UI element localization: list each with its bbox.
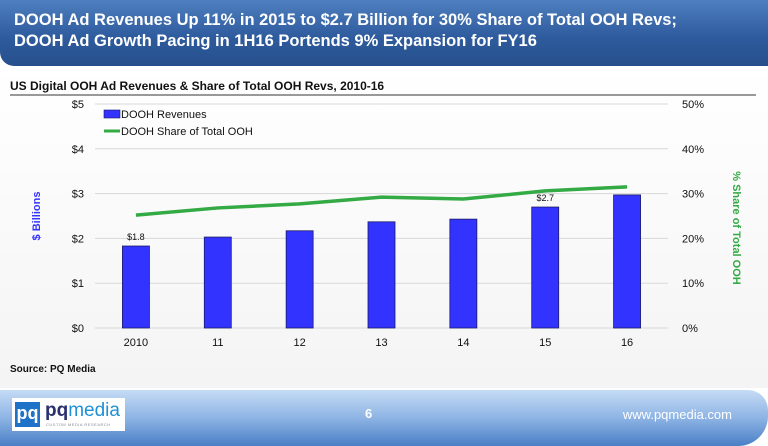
x-tick-label: 16 [621, 337, 633, 349]
bar [122, 245, 150, 329]
bar [285, 230, 314, 329]
y2-tick-label: 30% [682, 189, 704, 201]
legend-bar-swatch [103, 109, 121, 119]
website-url: www.pqmedia.com [622, 407, 732, 422]
bar [613, 194, 641, 329]
y-tick-label: $4 [72, 144, 84, 156]
x-tick-label: 13 [375, 337, 387, 349]
logo-name-b: media [68, 400, 120, 421]
data-label: $2.7 [536, 193, 554, 203]
bar [203, 236, 232, 329]
slide-title-line-1: DOOH Ad Revenues Up 11% in 2015 to $2.7 … [14, 11, 677, 29]
y2-tick-label: 0% [682, 323, 698, 335]
slide-title-line-2: DOOH Ad Growth Pacing in 1H16 Portends 9… [14, 32, 537, 50]
slide-header: DOOH Ad Revenues Up 11% in 2015 to $2.7 … [0, 0, 768, 66]
x-tick-label: 2010 [124, 337, 148, 349]
logo-name-a: pq [45, 400, 69, 421]
y-tick-label: $3 [72, 189, 84, 201]
y2-tick-label: 10% [682, 278, 704, 290]
y2-axis-label: % Share of Total OOH [730, 171, 742, 285]
y-axis-label: $ Billions [31, 192, 43, 241]
x-tick-label: 12 [294, 337, 306, 349]
page-number: 6 [365, 406, 373, 421]
data-label: $1.8 [127, 232, 145, 242]
bar [367, 221, 396, 329]
y-tick-label: $2 [72, 233, 84, 245]
bar [531, 206, 560, 329]
legend-label: DOOH Share of Total OOH [121, 126, 253, 138]
title-divider [10, 94, 756, 96]
logo-name: pqmedia [45, 400, 120, 422]
y-tick-label: $5 [72, 99, 84, 111]
x-tick-label: 11 [212, 337, 223, 349]
source-note: Source: PQ Media [10, 364, 96, 375]
y2-tick-label: 20% [682, 233, 704, 245]
y2-tick-label: 50% [682, 99, 704, 111]
y-tick-label: $0 [72, 323, 84, 335]
slide-footer [0, 390, 768, 446]
logo-mark: pq [15, 402, 40, 427]
y2-tick-label: 40% [682, 144, 704, 156]
chart-title: US Digital OOH Ad Revenues & Share of To… [10, 79, 385, 93]
y-tick-label: $1 [72, 278, 84, 290]
pqmedia-logo: pq pqmedia CUSTOM MEDIA RESEARCH [12, 398, 125, 431]
bar [449, 218, 478, 329]
logo-tagline: CUSTOM MEDIA RESEARCH [46, 422, 111, 427]
x-tick-label: 15 [539, 337, 551, 349]
x-tick-label: 14 [457, 337, 469, 349]
legend-label: DOOH Revenues [121, 109, 207, 121]
